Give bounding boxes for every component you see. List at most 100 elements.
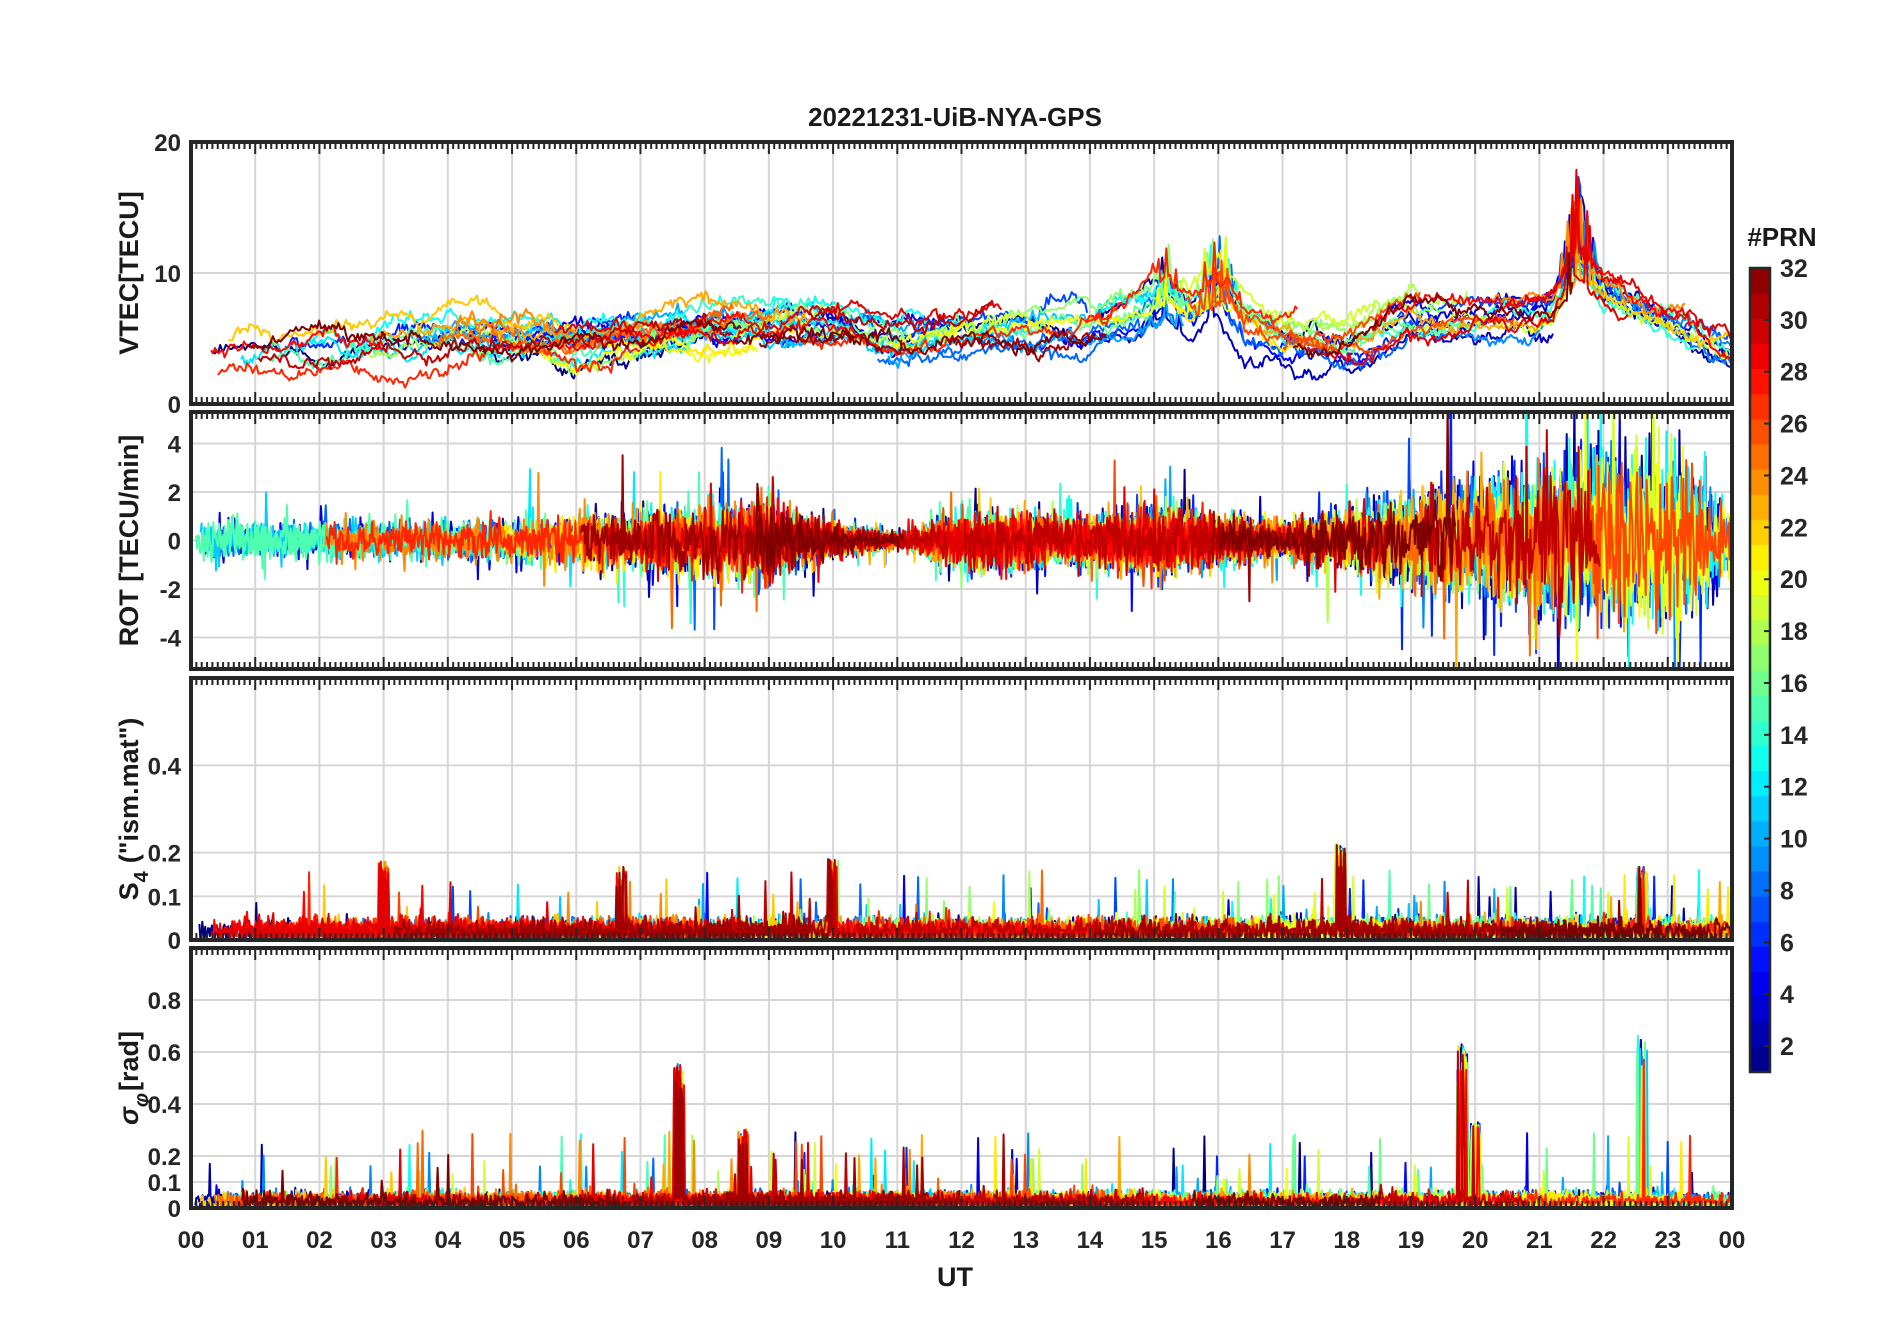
colorbar-segment — [1750, 343, 1770, 369]
y-tick-labels: -4 -2 0 2 4 — [160, 432, 182, 653]
series-line-prn-19 — [1196, 1063, 1656, 1208]
y-tick-label: 0.2 — [148, 841, 181, 868]
x-tick-label: 13 — [1012, 1227, 1039, 1254]
y-tick-label: 0.4 — [148, 753, 182, 780]
y-axis-label: S4("ism.mat") — [114, 718, 153, 901]
series-line-prn-28 — [1139, 1070, 1507, 1208]
sigma-phi-panel: 00.10.20.40.60.8σφ[rad] — [114, 948, 1732, 1223]
x-tick-label: 09 — [756, 1227, 783, 1254]
x-tick-label: 17 — [1269, 1227, 1296, 1254]
x-tick-label: 18 — [1333, 1227, 1360, 1254]
x-tick-label: 11 — [885, 1227, 910, 1254]
x-tick-label: 02 — [306, 1227, 333, 1254]
colorbar-segment — [1750, 318, 1770, 344]
series-line-prn-16 — [1135, 1047, 1577, 1208]
x-tick-label: 08 — [691, 1227, 718, 1254]
x-tick-label: 15 — [1141, 1227, 1168, 1254]
colorbar-title: #PRN — [1747, 222, 1816, 252]
colorbar-tick-label: 28 — [1780, 359, 1808, 387]
colorbar-segment — [1750, 720, 1770, 746]
y-tick-label: 0 — [168, 529, 181, 556]
colorbar-segment — [1750, 796, 1770, 822]
x-tick-label: 01 — [242, 1227, 269, 1254]
grid — [191, 142, 1732, 404]
x-tick-label: 16 — [1205, 1227, 1232, 1254]
colorbar-segment — [1750, 871, 1770, 897]
colorbar-tick-label: 30 — [1780, 307, 1808, 335]
colorbar-segment — [1750, 394, 1770, 420]
y-tick-label: 0.6 — [148, 1040, 181, 1067]
colorbar: 2468101214161820222426283032 — [1750, 255, 1808, 1073]
series-line-prn-1 — [1155, 1044, 1651, 1208]
series-line-prn-27 — [1504, 1060, 1731, 1208]
vtec-panel: 0 10 20 VTEC[TECU] — [114, 130, 1732, 419]
y-tick-label: 0.8 — [148, 988, 181, 1015]
series-line-prn-4 — [1462, 1061, 1644, 1208]
colorbar-segment — [1750, 1022, 1770, 1048]
colorbar-segment — [1750, 595, 1770, 621]
x-tick-label: 05 — [499, 1227, 526, 1254]
colorbar-segment — [1750, 494, 1770, 520]
series-group — [211, 170, 1732, 388]
y-tick-label: 0 — [168, 928, 181, 955]
y-tick-labels: 0 10 20 — [154, 130, 181, 419]
x-tick-label: 12 — [948, 1227, 975, 1254]
x-tick-label: 23 — [1654, 1227, 1681, 1254]
colorbar-tick-label: 32 — [1780, 255, 1808, 283]
x-axis-label: UT — [937, 1262, 973, 1292]
colorbar-tick-label: 4 — [1780, 981, 1794, 1009]
colorbar-tick-label: 16 — [1780, 670, 1808, 698]
x-tick-label: 21 — [1526, 1227, 1553, 1254]
series-line-prn-30 — [1365, 1052, 1527, 1208]
x-tick-label: 04 — [434, 1227, 461, 1254]
colorbar-segment — [1750, 997, 1770, 1023]
y-tick-label: 20 — [154, 130, 181, 157]
colorbar-tick-label: 12 — [1780, 774, 1808, 802]
series-group — [199, 845, 1732, 941]
y-tick-label: -4 — [160, 625, 182, 652]
x-tick-label: 22 — [1590, 1227, 1617, 1254]
y-tick-label: 0.1 — [148, 884, 181, 911]
colorbar-segment — [1750, 544, 1770, 570]
s4-panel: 0 0.1 0.2 0.4S4("ism.mat") — [114, 678, 1732, 955]
colorbar-tick-label: 18 — [1780, 618, 1808, 646]
y-axis-label: VTEC[TECU] — [114, 191, 144, 355]
series-line-prn-16 — [986, 1066, 1482, 1208]
y-tick-label: 2 — [168, 480, 181, 507]
y-tick-label: -2 — [160, 577, 181, 604]
x-tick-label: 14 — [1077, 1227, 1104, 1254]
colorbar-segment — [1750, 896, 1770, 922]
colorbar-segment — [1750, 469, 1770, 495]
colorbar-segment — [1750, 821, 1770, 847]
colorbar-segment — [1750, 695, 1770, 721]
colorbar-segment — [1750, 745, 1770, 771]
colorbar-segment — [1750, 645, 1770, 671]
colorbar-tick-label: 8 — [1780, 877, 1794, 905]
y-tick-label: 0.1 — [148, 1170, 181, 1197]
y-tick-label: 10 — [154, 261, 181, 288]
series-line-prn-3 — [1345, 195, 1730, 367]
y-tick-label: 4 — [168, 432, 182, 459]
colorbar-tick-label: 20 — [1780, 566, 1808, 594]
colorbar-segment — [1750, 519, 1770, 545]
colorbar-tick-label: 2 — [1780, 1033, 1794, 1061]
colorbar-tick-label: 24 — [1780, 462, 1808, 490]
y-tick-label: 0.2 — [148, 1144, 181, 1171]
x-tick-label: 06 — [563, 1227, 590, 1254]
colorbar-segment — [1750, 293, 1770, 319]
colorbar-tick-label: 6 — [1780, 929, 1794, 957]
colorbar-segment — [1750, 444, 1770, 470]
y-axis-label: ROT [TECU/min] — [114, 435, 144, 646]
x-tick-label: 07 — [627, 1227, 654, 1254]
x-tick-label: 19 — [1398, 1227, 1425, 1254]
series-line-prn-29 — [537, 1068, 907, 1208]
colorbar-segment — [1750, 946, 1770, 972]
x-tick-label: 20 — [1462, 1227, 1489, 1254]
series-line-prn-30 — [646, 1067, 1154, 1209]
y-tick-label: 0 — [168, 392, 181, 419]
colorbar-segment — [1750, 419, 1770, 445]
colorbar-segment — [1750, 846, 1770, 872]
series-line-prn-21 — [1374, 1046, 1608, 1208]
series-line-prn-7 — [1197, 1075, 1578, 1208]
x-tick-label: 03 — [370, 1227, 397, 1254]
